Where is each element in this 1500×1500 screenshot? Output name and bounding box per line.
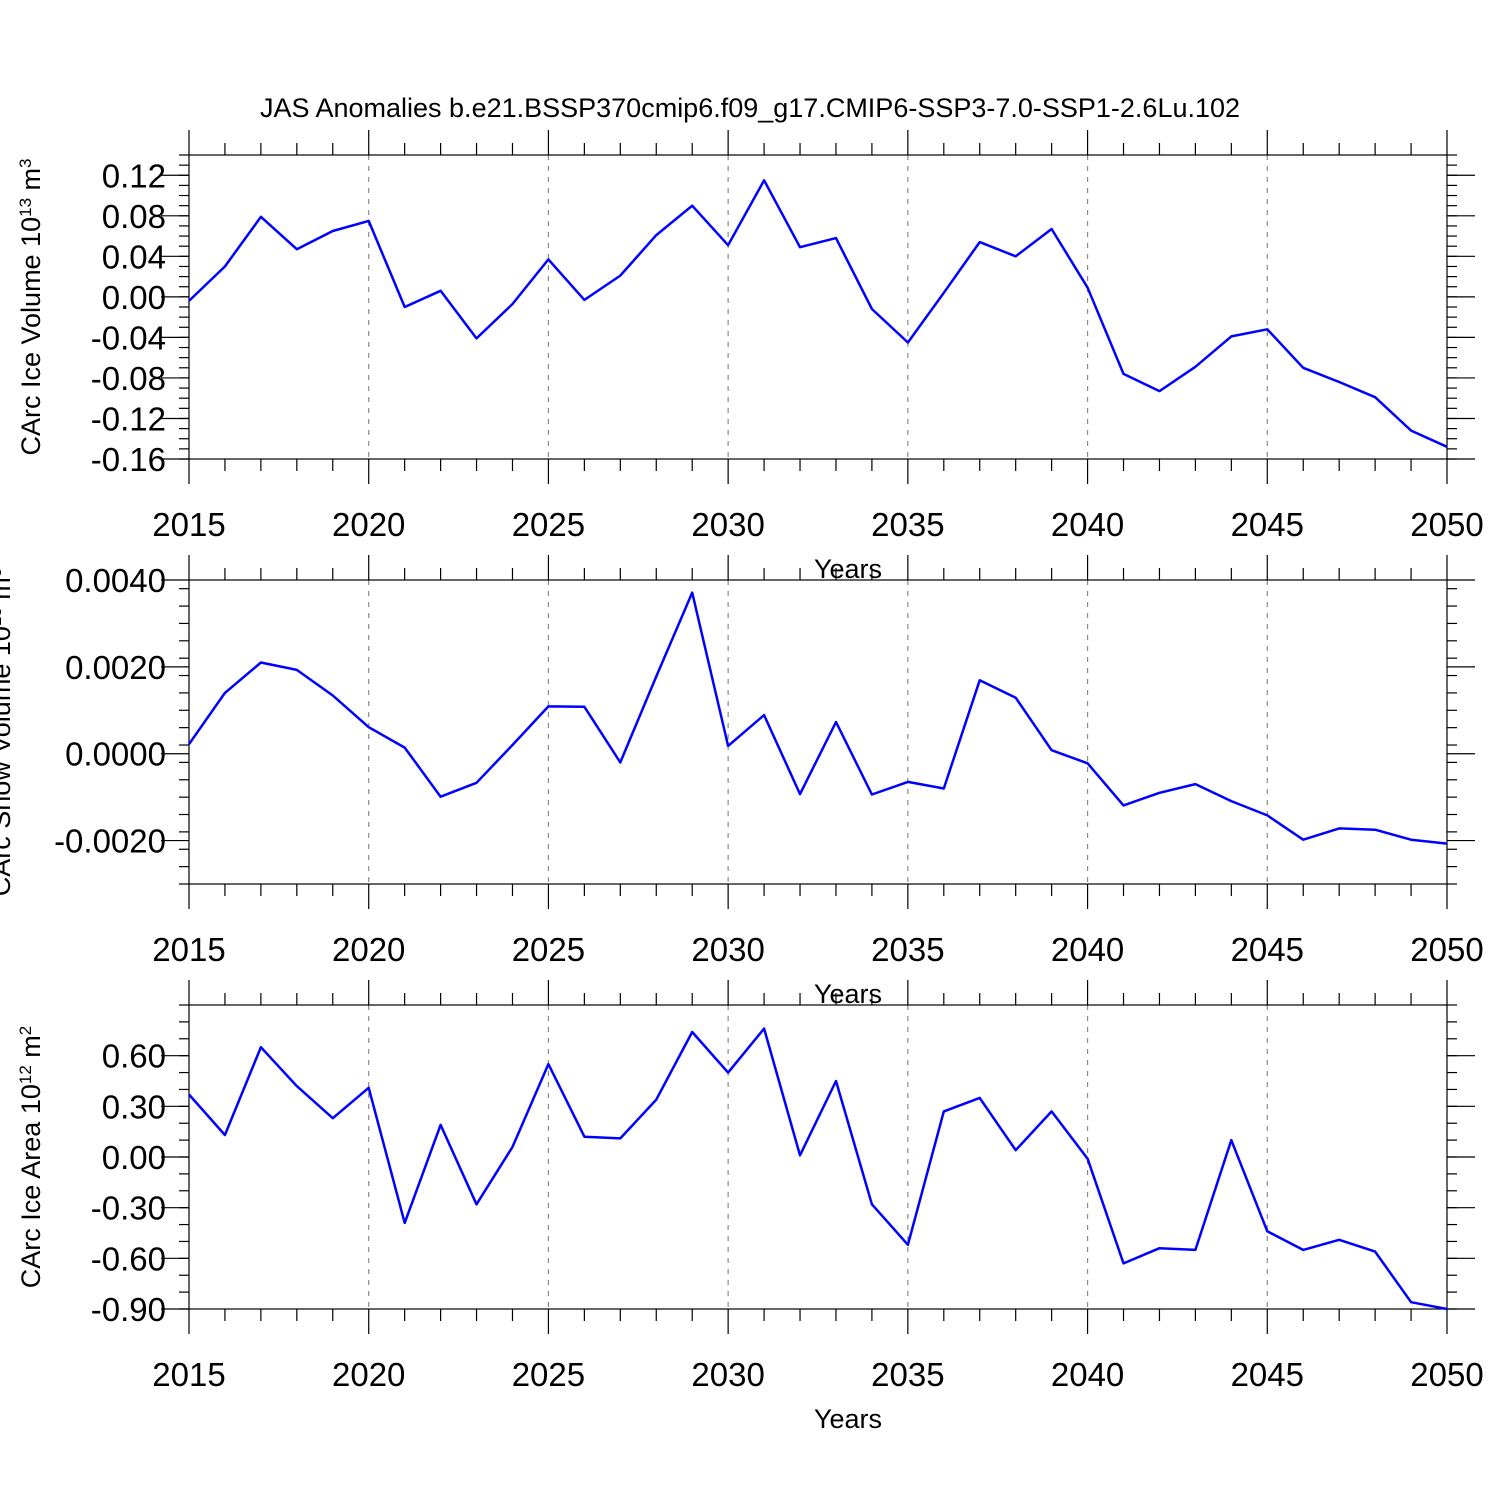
x-tick-label: 2045 bbox=[1231, 1356, 1304, 1393]
x-tick-label: 2040 bbox=[1051, 1356, 1124, 1393]
x-tick-label: 2050 bbox=[1410, 1356, 1483, 1393]
y-tick-label: -0.16 bbox=[91, 441, 166, 478]
x-tick-label: 2035 bbox=[871, 931, 944, 968]
x-axis-label: Years bbox=[814, 979, 882, 1009]
y-tick-label: 0.0020 bbox=[65, 649, 166, 686]
panel-1: 2015 2020 2025 2030 2035 2040 2045 2050 0.12 0.08… bbox=[16, 130, 1484, 584]
x-tick-label: 2020 bbox=[332, 1356, 405, 1393]
y-tick-label: -0.0020 bbox=[54, 823, 166, 860]
y-tick-label: -0.08 bbox=[91, 360, 166, 397]
x-tick-label: 2045 bbox=[1231, 506, 1304, 543]
x-tick-label: 2035 bbox=[871, 1356, 944, 1393]
y-tick-label: -0.90 bbox=[91, 1291, 166, 1328]
figure-title: JAS Anomalies b.e21.BSSP370cmip6.f09_g17… bbox=[260, 93, 1240, 123]
x-tick-label: 2020 bbox=[332, 931, 405, 968]
x-tick-label: 2040 bbox=[1051, 506, 1124, 543]
x-axis-label: Years bbox=[814, 554, 882, 584]
y-tick-label: 0.00 bbox=[102, 279, 166, 316]
y-tick-label: -0.04 bbox=[91, 319, 166, 356]
series-line bbox=[188, 179, 1448, 448]
y-axis-label-unit-exponent: 2 bbox=[16, 1026, 35, 1035]
x-tick-label: 2035 bbox=[871, 506, 944, 543]
y-axis-label-exponent: 13 bbox=[16, 198, 35, 217]
panels: 2015 2020 2025 2030 2035 2040 2045 2050 0.12 0.08… bbox=[0, 130, 1484, 1434]
x-tick-label: 2040 bbox=[1051, 931, 1124, 968]
series-line bbox=[188, 1027, 1448, 1311]
x-tick-label: 2050 bbox=[1410, 931, 1483, 968]
y-tick-label: -0.30 bbox=[91, 1190, 166, 1227]
y-axis-label-exponent: 13 bbox=[0, 607, 5, 626]
y-axis-label-main: CArc Ice Area 10 bbox=[16, 1084, 46, 1288]
y-axis-label-unit-exponent: 3 bbox=[16, 158, 35, 167]
y-tick-label: 0.60 bbox=[102, 1038, 166, 1075]
series-line bbox=[187, 591, 1448, 845]
y-tick-label: 0.12 bbox=[102, 157, 166, 194]
y-axis-label-main: CArc Ice Volume 10 bbox=[16, 217, 46, 456]
x-tick-label: 2015 bbox=[152, 931, 225, 968]
x-tick-label: 2025 bbox=[512, 506, 585, 543]
y-tick-label: -0.12 bbox=[91, 400, 166, 437]
x-tick-label: 2030 bbox=[691, 1356, 764, 1393]
y-axis-label-unit: m bbox=[16, 1035, 46, 1065]
y-tick-label: 0.08 bbox=[102, 198, 166, 235]
y-tick-label: 0.0000 bbox=[65, 736, 166, 773]
y-axis-label-unit: m bbox=[16, 168, 46, 198]
y-tick-label: 0.00 bbox=[102, 1139, 166, 1176]
y-axis-label-unit-exponent: 3 bbox=[0, 568, 5, 577]
x-tick-label: 2030 bbox=[691, 931, 764, 968]
plot-frame bbox=[188, 154, 1448, 460]
x-tick-label: 2020 bbox=[332, 506, 405, 543]
plot-frame bbox=[188, 579, 1448, 885]
y-axis-label: CArc Ice Area 1012 m2 bbox=[16, 1026, 47, 1289]
x-tick-label: 2045 bbox=[1231, 931, 1304, 968]
y-tick-label: 0.0040 bbox=[65, 562, 166, 599]
y-axis-label-main: CArc Snow Volume 10 bbox=[0, 626, 16, 896]
panel-2: 2015 2020 2025 2030 2035 2040 2045 2050 0.0040 0.… bbox=[0, 555, 1484, 1009]
x-tick-label: 2030 bbox=[691, 506, 764, 543]
x-tick-label: 2015 bbox=[152, 1356, 225, 1393]
x-tick-label: 2050 bbox=[1410, 506, 1483, 543]
panel-3: 2015 2020 2025 2030 2035 2040 2045 2050 0.60 0.30… bbox=[16, 980, 1484, 1434]
x-tick-label: 2025 bbox=[512, 931, 585, 968]
y-axis-label: CArc Snow Volume 1013 m3 bbox=[0, 568, 16, 897]
y-axis-label: CArc Ice Volume 1013 m3 bbox=[16, 158, 47, 455]
y-tick-label: -0.60 bbox=[91, 1240, 166, 1277]
y-tick-label: 0.04 bbox=[102, 238, 166, 275]
y-axis-label-exponent: 12 bbox=[16, 1065, 35, 1084]
x-axis-label: Years bbox=[814, 1404, 882, 1434]
x-tick-label: 2025 bbox=[512, 1356, 585, 1393]
y-tick-label: 0.30 bbox=[102, 1088, 166, 1125]
x-tick-label: 2015 bbox=[152, 506, 225, 543]
y-axis-label-unit: m bbox=[0, 577, 16, 607]
